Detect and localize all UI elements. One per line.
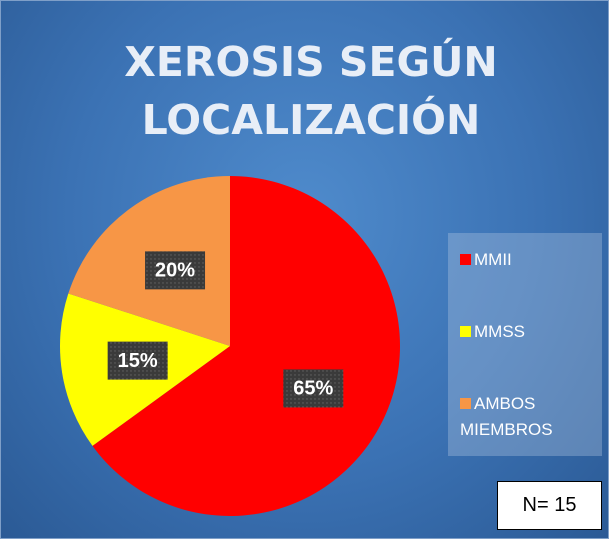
data-label-box (107, 341, 168, 380)
legend-item: MMSS (460, 319, 600, 345)
data-label-box (283, 369, 344, 408)
legend-item: MMII (460, 247, 600, 273)
annotation: N= 15 (497, 481, 602, 530)
legend-swatch (460, 254, 471, 265)
legend-label: MMII (474, 250, 512, 269)
legend-label: MMSS (474, 322, 525, 341)
pie-slice (92, 176, 401, 516)
data-label: 20% (155, 260, 195, 282)
legend-item: AMBOS MIEMBROS (460, 391, 600, 443)
data-label-box (145, 251, 206, 290)
data-label: 15% (118, 350, 158, 372)
legend: MMII MMSS AMBOS MIEMBROS (448, 233, 602, 456)
legend-swatch (460, 398, 471, 409)
chart-title: XEROSIS SEGÚN LOCALIZACIÓN (124, 38, 498, 144)
legend-label: AMBOS MIEMBROS (460, 394, 553, 439)
legend-swatch (460, 326, 471, 337)
data-label: 65% (293, 378, 333, 400)
